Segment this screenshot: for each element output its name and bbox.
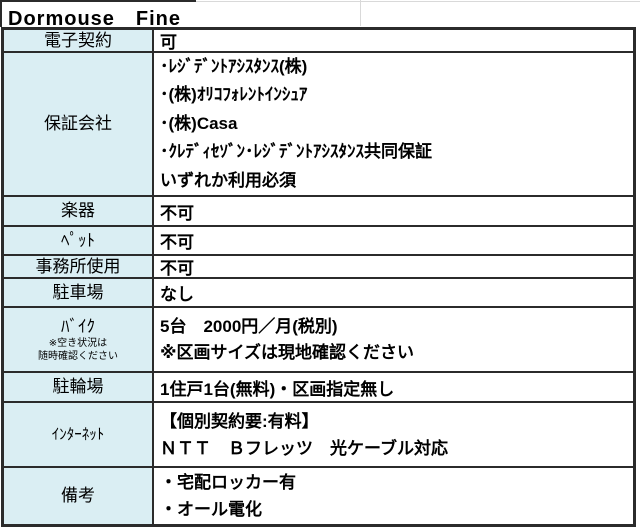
table-row-parking: 駐車場 なし (4, 279, 633, 308)
row-label-bike: ﾊﾞｲｸ ※空き状況は 随時確認ください (4, 308, 154, 371)
row-label-electronic-contract: 電子契約 (4, 30, 154, 51)
cell-line: ・宅配ロッカー有 (160, 473, 296, 492)
cell-line: 1住戸1台(無料)・区画指定無し (160, 379, 395, 399)
row-label-bike-text: ﾊﾞｲｸ (61, 316, 95, 336)
property-table: 電子契約 可 保証会社 ･ﾚｼﾞﾃﾞﾝﾄｱｼｽﾀﾝｽ(株) ･(株)ｵﾘｺﾌｫﾚ… (1, 27, 636, 527)
row-label-pets: ﾍﾟｯﾄ (4, 227, 154, 254)
row-label-internet: ｲﾝﾀｰﾈｯﾄ (4, 403, 154, 466)
cell-line: なし (160, 285, 194, 304)
cell-line: ・オール電化 (160, 500, 262, 519)
cell-line: いずれか利用必須 (160, 170, 296, 190)
row-value-bike: 5台 2000円／月(税別) ※区画サイズは現地確認ください (154, 308, 633, 371)
table-row-internet: ｲﾝﾀｰﾈｯﾄ 【個別契約要:有料】 ＮＴＴ Ｂフレッツ 光ケーブル対応 (4, 403, 633, 468)
row-value-parking: なし (154, 279, 633, 306)
row-label-bike-note: 随時確認ください (38, 350, 118, 362)
row-value-bicycle-parking: 1住戸1台(無料)・区画指定無し (154, 373, 633, 401)
row-label-office-use: 事務所使用 (4, 256, 154, 277)
cell-line: ※区画サイズは現地確認ください (160, 342, 415, 362)
cell-line: 【個別契約要:有料】 (160, 411, 319, 431)
cell-line: 不可 (160, 233, 194, 252)
row-label-instruments: 楽器 (4, 197, 154, 225)
cell-line: ･(株)ｵﾘｺﾌｫﾚﾝﾄｲﾝｼｭｱ (160, 85, 308, 105)
row-value-remarks: ・宅配ロッカー有 ・オール電化 (154, 468, 633, 524)
row-value-instruments: 不可 (154, 197, 633, 225)
title-left-border (0, 0, 2, 27)
table-row-instruments: 楽器 不可 (4, 197, 633, 227)
row-value-pets: 不可 (154, 227, 633, 254)
row-value-guarantor-company: ･ﾚｼﾞﾃﾞﾝﾄｱｼｽﾀﾝｽ(株) ･(株)ｵﾘｺﾌｫﾚﾝﾄｲﾝｼｭｱ ･(株)… (154, 53, 633, 195)
table-row-pets: ﾍﾟｯﾄ 不可 (4, 227, 633, 256)
cell-line: ＮＴＴ Ｂフレッツ 光ケーブル対応 (160, 438, 448, 458)
row-value-internet: 【個別契約要:有料】 ＮＴＴ Ｂフレッツ 光ケーブル対応 (154, 403, 633, 466)
faint-gridline-horizontal (196, 1, 640, 2)
page-title: Dormouse Fine (8, 8, 182, 30)
row-label-bicycle-parking: 駐輪場 (4, 373, 154, 401)
title-row: Dormouse Fine (0, 0, 640, 30)
row-value-office-use: 不可 (154, 256, 633, 278)
row-value-electronic-contract: 可 (154, 30, 633, 52)
cell-line: 不可 (160, 259, 194, 278)
table-row-bike: ﾊﾞｲｸ ※空き状況は 随時確認ください 5台 2000円／月(税別) ※区画サ… (4, 308, 633, 373)
row-label-guarantor-company: 保証会社 (4, 53, 154, 195)
row-label-bike-note: ※空き状況は (48, 337, 108, 349)
table-row-office-use: 事務所使用 不可 (4, 256, 633, 279)
cell-line: ･(株)Casa (160, 113, 238, 133)
row-label-remarks: 備考 (4, 468, 154, 524)
cell-line: 不可 (160, 203, 194, 223)
row-label-parking: 駐車場 (4, 279, 154, 306)
table-row-guarantor-company: 保証会社 ･ﾚｼﾞﾃﾞﾝﾄｱｼｽﾀﾝｽ(株) ･(株)ｵﾘｺﾌｫﾚﾝﾄｲﾝｼｭｱ… (4, 53, 633, 197)
table-row-remarks: 備考 ・宅配ロッカー有 ・オール電化 (4, 468, 633, 524)
cell-line: 5台 2000円／月(税別) (160, 316, 338, 336)
cell-line: ･ｸﾚﾃﾞｨｾｿﾞﾝ･ﾚｼﾞﾃﾞﾝﾄｱｼｽﾀﾝｽ共同保証 (160, 142, 432, 162)
faint-gridline-vertical (360, 0, 361, 26)
table-row-electronic-contract: 電子契約 可 (4, 30, 633, 53)
cell-line: 可 (160, 33, 177, 52)
title-top-border (0, 0, 196, 2)
cell-line: ･ﾚｼﾞﾃﾞﾝﾄｱｼｽﾀﾝｽ(株) (160, 56, 308, 76)
table-row-bicycle-parking: 駐輪場 1住戸1台(無料)・区画指定無し (4, 373, 633, 403)
